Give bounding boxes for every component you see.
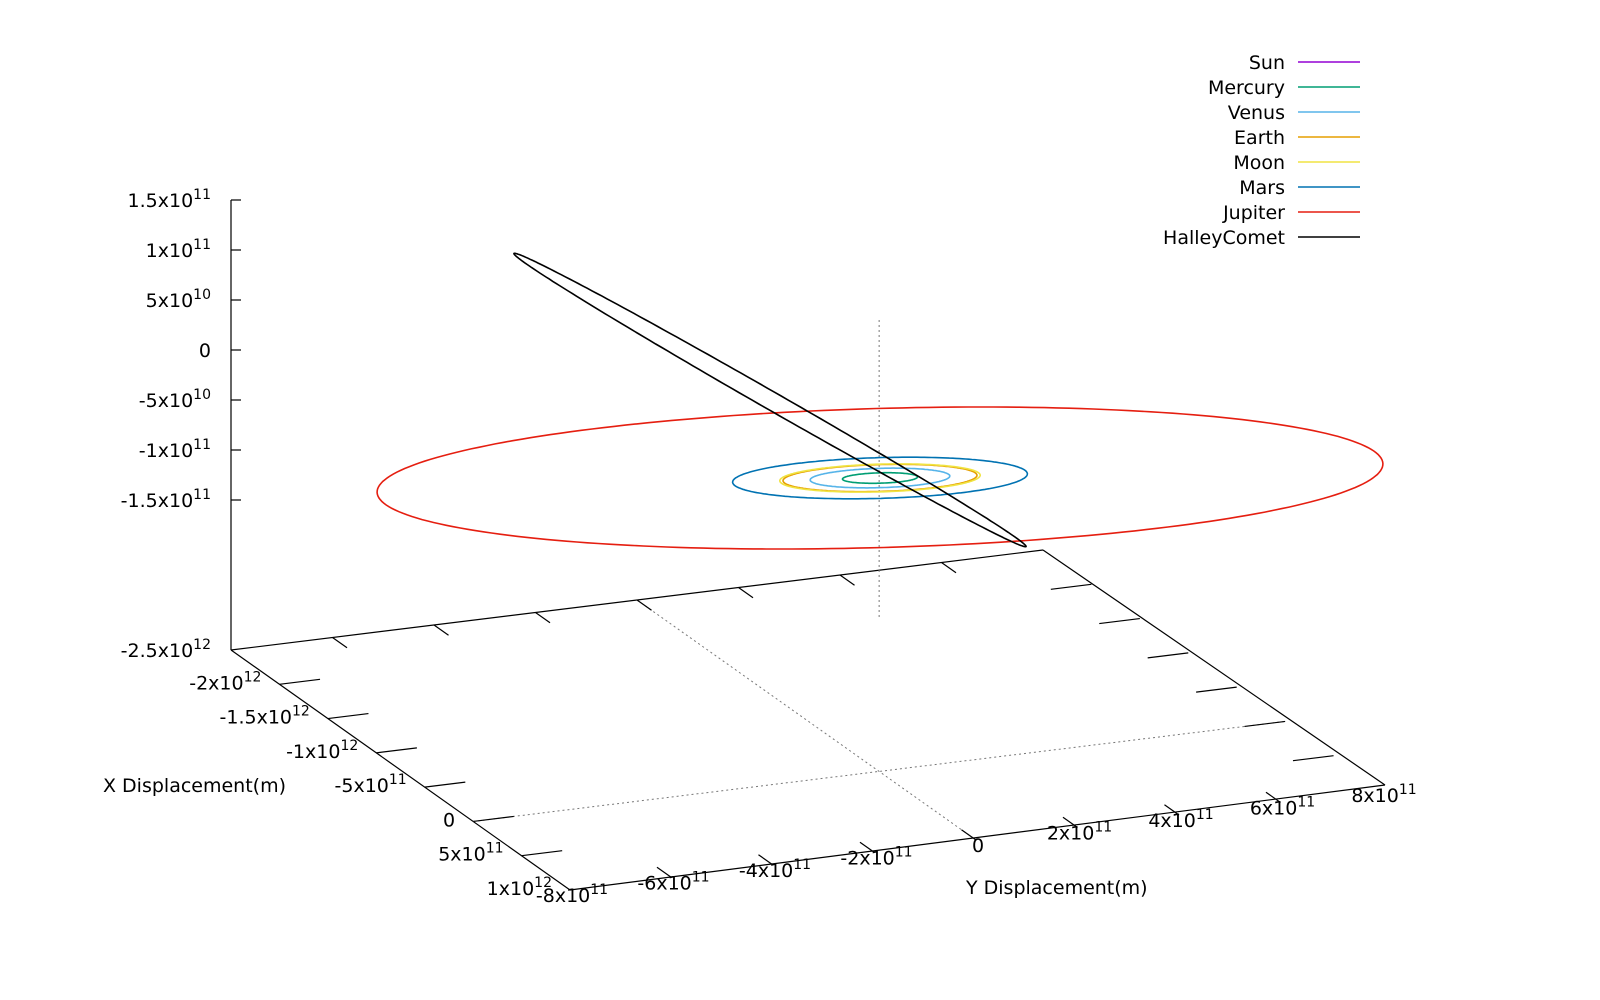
x-tick-far <box>1147 652 1189 659</box>
x-tick <box>279 678 321 685</box>
y-tick <box>1164 804 1180 816</box>
legend-label: Moon <box>1233 152 1285 174</box>
y-tick-label: 8x1011 <box>1351 782 1416 807</box>
x-tick-label: -2.5x1012 <box>121 637 211 662</box>
legend-label: Jupiter <box>1222 202 1285 224</box>
y-tick <box>656 866 672 878</box>
x-tick-label: 1x1012 <box>487 875 552 900</box>
y-tick-label: 4x1011 <box>1148 807 1213 832</box>
y-tick <box>1265 791 1281 803</box>
y-tick-label: 6x1011 <box>1250 795 1315 820</box>
x-tick-label: -5x1011 <box>335 772 407 797</box>
x-tick-label: -2x1012 <box>189 669 261 694</box>
x-tick-far <box>1196 686 1237 693</box>
y-tick-label: -4x1011 <box>739 857 811 882</box>
y-tick <box>961 829 977 841</box>
base-edge <box>230 649 571 891</box>
y-tick-far <box>535 612 551 624</box>
x-axis: -2x1012 -1.5x1012 -1x1012 -5x1011 0 5x1011 1x1… <box>189 583 1334 900</box>
x-tick <box>424 781 466 788</box>
x-tick-far <box>1099 617 1140 625</box>
x-tick <box>376 747 417 754</box>
base-edge <box>569 784 1386 891</box>
y-tick-label: -6x1011 <box>637 870 709 895</box>
z-tick-label: -5x1010 <box>139 387 211 412</box>
orbit-lines <box>376 252 1384 550</box>
y-axis-label: Y Displacement(m) <box>965 877 1148 899</box>
orbit-venus <box>809 467 951 489</box>
y-tick-far <box>433 624 449 636</box>
z-tick-label: 1x1011 <box>146 237 211 262</box>
z-tick-label: 0 <box>199 340 211 362</box>
y-tick-label: -2x1011 <box>840 845 912 870</box>
x-tick <box>521 850 563 857</box>
y-tick-far <box>839 574 855 586</box>
x-zero-line <box>473 720 1286 822</box>
legend-label: Venus <box>1228 102 1285 124</box>
z-axis: 1.5x1011 1x1011 5x1010 0 -5x1010 -1x1011 -1.5x… <box>121 187 880 662</box>
y-tick-label: 0 <box>972 835 984 857</box>
x-axis-label: X Displacement(m) <box>103 775 286 797</box>
legend-label: Earth <box>1234 127 1285 149</box>
y-tick <box>1062 816 1078 828</box>
z-tick-label: 5x1010 <box>146 287 211 312</box>
legend-label: Sun <box>1249 52 1285 74</box>
y-tick-label: 2x1011 <box>1047 820 1112 845</box>
x-tick-label: 0 <box>443 809 455 831</box>
z-tick-label: 1.5x1011 <box>128 187 211 212</box>
y-tick <box>758 854 774 866</box>
legend: Sun Mercury Venus Earth Moon Mars Jupiter Halle… <box>1163 52 1360 249</box>
y-tick-far <box>941 562 957 574</box>
y-axis: -8x1011 -6x1011 -4x1011 -2x1011 0 2x1011 4x101… <box>332 562 1417 907</box>
orbit-mercury <box>841 471 919 485</box>
legend-label: Mercury <box>1208 77 1285 99</box>
x-tick-label: 5x1011 <box>438 841 503 866</box>
x-tick-far <box>1050 583 1092 590</box>
orbit-moon <box>779 463 981 493</box>
z-tick-label: -1.5x1011 <box>121 487 211 512</box>
orbit-mars <box>731 456 1029 500</box>
x-tick <box>327 712 369 720</box>
y-zero-line <box>636 599 977 841</box>
x-tick-far <box>1292 755 1334 762</box>
base-edge <box>1042 549 1386 786</box>
base-plane <box>230 549 1386 891</box>
z-tick-label: -1x1011 <box>139 437 211 462</box>
x-tick-far <box>1244 720 1286 728</box>
y-tick-label: -8x1011 <box>536 882 608 907</box>
y-tick-far <box>332 637 348 649</box>
y-tick-far <box>636 599 652 611</box>
orbit-halleycomet <box>513 252 1027 548</box>
legend-label: HalleyComet <box>1163 227 1285 249</box>
orbit-jupiter <box>376 406 1384 550</box>
x-tick <box>473 815 514 823</box>
y-tick-far <box>738 587 754 599</box>
x-tick-label: -1.5x1012 <box>220 704 310 729</box>
legend-label: Mars <box>1239 177 1285 199</box>
x-tick-label: -1x1012 <box>286 738 358 763</box>
y-tick <box>859 841 875 853</box>
